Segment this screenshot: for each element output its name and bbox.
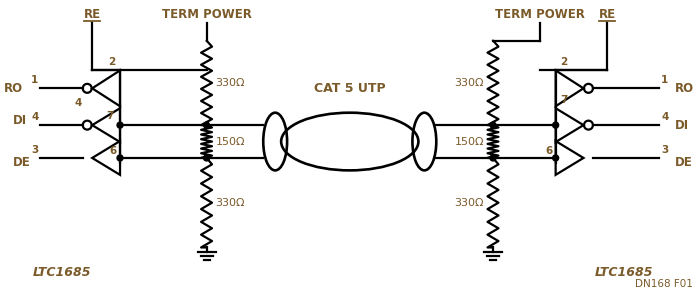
Text: LTC1685: LTC1685 bbox=[33, 266, 91, 279]
Circle shape bbox=[553, 122, 558, 128]
Circle shape bbox=[117, 155, 123, 161]
Text: DI: DI bbox=[675, 119, 689, 132]
Text: DE: DE bbox=[675, 156, 692, 170]
Circle shape bbox=[553, 155, 558, 161]
Text: RO: RO bbox=[675, 82, 694, 95]
Text: LTC1685: LTC1685 bbox=[595, 266, 653, 279]
Text: 6: 6 bbox=[545, 146, 553, 156]
Text: 1: 1 bbox=[31, 75, 38, 85]
Text: TERM POWER: TERM POWER bbox=[495, 8, 585, 21]
Circle shape bbox=[117, 122, 123, 128]
Text: 7: 7 bbox=[560, 95, 568, 105]
Text: 330Ω: 330Ω bbox=[454, 78, 484, 88]
Text: 6: 6 bbox=[110, 146, 117, 156]
Text: 1: 1 bbox=[661, 75, 668, 85]
Text: 4: 4 bbox=[661, 112, 669, 122]
Text: 330Ω: 330Ω bbox=[454, 198, 484, 208]
Text: 330Ω: 330Ω bbox=[216, 78, 245, 88]
Circle shape bbox=[204, 122, 209, 128]
Text: DN168 F01: DN168 F01 bbox=[635, 279, 693, 289]
Text: 330Ω: 330Ω bbox=[216, 198, 245, 208]
Circle shape bbox=[490, 122, 496, 128]
Text: 150Ω: 150Ω bbox=[216, 136, 245, 147]
Text: RE: RE bbox=[599, 8, 616, 21]
Text: RE: RE bbox=[84, 8, 101, 21]
Circle shape bbox=[490, 155, 496, 161]
Circle shape bbox=[204, 155, 209, 161]
Text: DE: DE bbox=[13, 156, 31, 170]
Text: RO: RO bbox=[3, 82, 22, 95]
Text: 150Ω: 150Ω bbox=[454, 136, 484, 147]
Text: TERM POWER: TERM POWER bbox=[162, 8, 251, 21]
Text: 2: 2 bbox=[107, 58, 115, 67]
Text: 7: 7 bbox=[107, 111, 114, 121]
Text: 3: 3 bbox=[31, 145, 38, 155]
Text: 3: 3 bbox=[661, 145, 668, 155]
Text: CAT 5 UTP: CAT 5 UTP bbox=[314, 82, 385, 95]
Text: DI: DI bbox=[13, 114, 27, 127]
Text: 4: 4 bbox=[31, 112, 38, 122]
Text: 2: 2 bbox=[560, 58, 568, 67]
Text: 4: 4 bbox=[75, 98, 82, 108]
